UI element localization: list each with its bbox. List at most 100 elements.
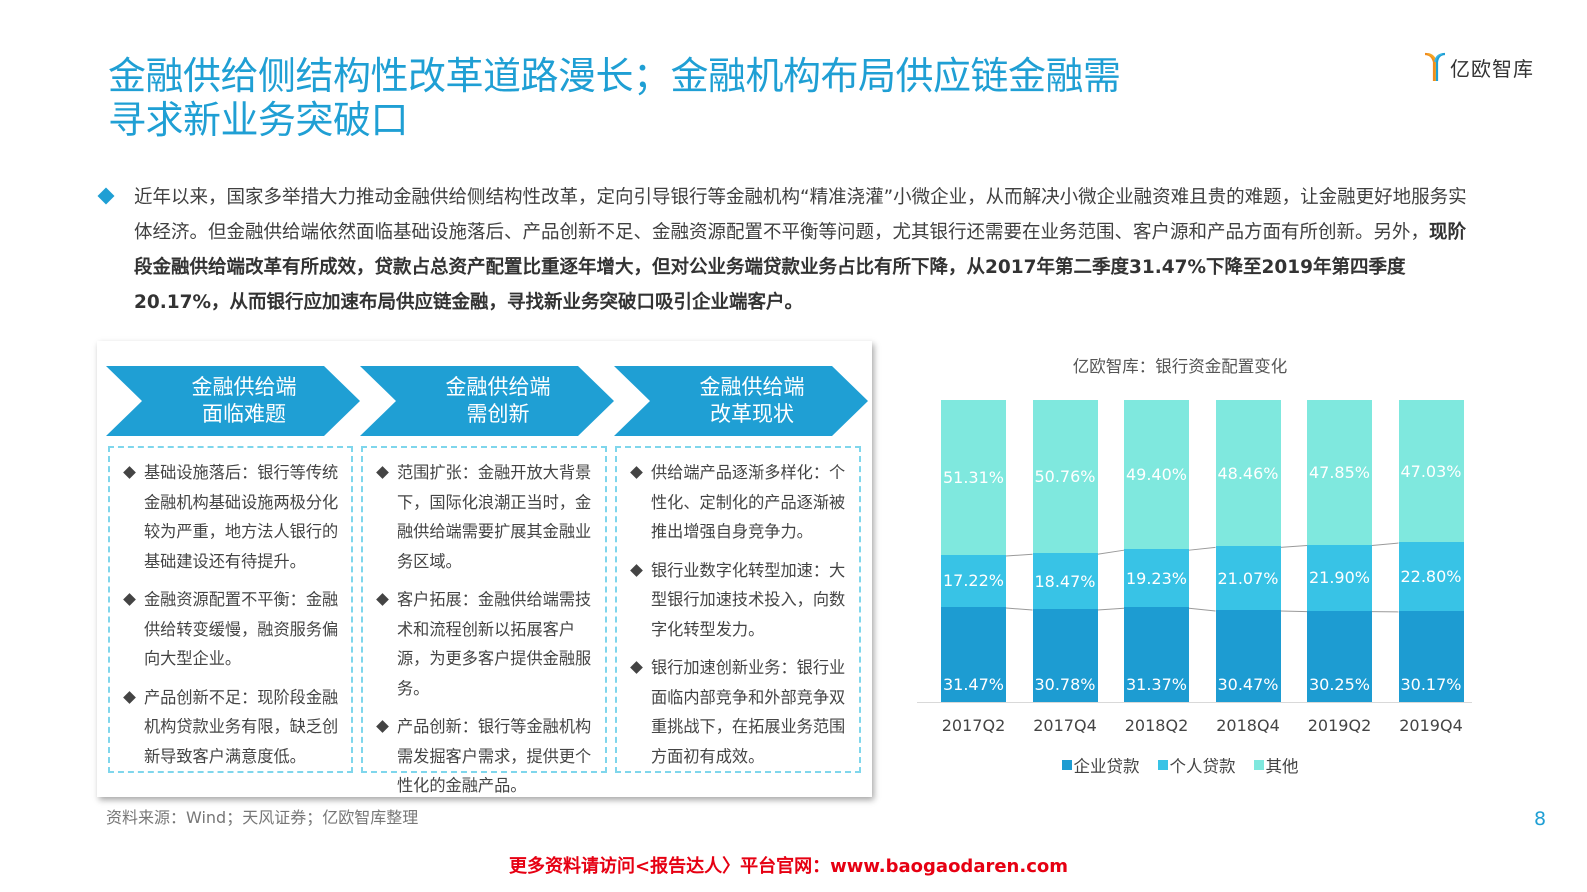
yiou-logo-icon	[1424, 52, 1446, 81]
legend-swatch-icon	[1253, 760, 1264, 770]
diamond-bullet-icon	[630, 466, 643, 479]
chevron-header-3: 金融供给端 改革现状	[614, 366, 868, 436]
column-box-1: 基础设施落后：银行等传统金融机构基础设施两极分化较为严重，地方法人银行的基础建设…	[108, 446, 353, 773]
diamond-bullet-icon	[376, 720, 389, 733]
data-label: 51.31%	[942, 467, 1004, 487]
chart-title: 亿欧智库：银行资金配置变化	[1072, 357, 1288, 376]
segment-personal-loans: 18.47%	[1032, 553, 1098, 610]
intro-text: 近年以来，国家多举措大力推动金融供给侧结构性改革，定向引导银行等金融机构“精准浇…	[134, 180, 1478, 320]
chevron-header-2: 金融供给端 需创新	[360, 366, 614, 436]
segment-corporate-loans: 30.17%	[1398, 610, 1464, 702]
segment-corporate-loans: 31.47%	[941, 606, 1006, 702]
data-label: 30.47%	[1217, 675, 1279, 694]
list-item: 金融资源配置不平衡：金融供给转变缓慢，融资服务偏向大型企业。	[122, 585, 339, 674]
diamond-bullet-icon	[630, 563, 643, 577]
chevron-2-line-2: 需创新	[466, 402, 530, 426]
diamond-bullet-icon	[630, 661, 643, 674]
title-line-2: 寻求新业务突破口	[108, 98, 409, 142]
supply-side-panel: 金融供给端 面临难题 基础设施落后：银行等传统金融机构基础设施两极分化较为严重，…	[97, 341, 872, 797]
segment-personal-loans: 19.23%	[1124, 549, 1189, 608]
chevron-arrow-icon	[614, 366, 868, 436]
bar-2017Q4: 30.78% 18.47% 50.76%	[1032, 400, 1098, 702]
list-item: 产品创新不足：现阶段金融机构贷款业务有限，缺乏创新导致客户满意度低。	[122, 683, 339, 772]
column-box-3: 供给端产品逐渐多样化：个性化、定制化的产品逐渐被推出增强自身竞争力。 银行业数字…	[615, 446, 861, 773]
data-label: 48.46%	[1217, 463, 1279, 483]
segment-personal-loans: 17.22%	[941, 554, 1006, 607]
list-item: 范围扩张：金融开放大背景下，国际化浪潮正当时，金融供给端需要扩展其金融业务区域。	[375, 458, 593, 576]
chevron-arrow-icon	[106, 366, 360, 436]
legend-item-other: 其他	[1253, 753, 1299, 777]
intro-paragraph: 近年以来，国家多举措大力推动金融供给侧结构性改革，定向引导银行等金融机构“精准浇…	[97, 180, 1478, 320]
diamond-bullet-icon	[123, 466, 136, 479]
segment-other: 51.31%	[941, 400, 1006, 555]
intro-text-normal: 近年以来，国家多举措大力推动金融供给侧结构性改革，定向引导银行等金融机构“精准浇…	[134, 187, 1467, 243]
title-line-1: 金融供给侧结构性改革道路漫长；金融机构布局供应链金融需	[108, 54, 1121, 98]
chevron-1-line-2: 面临难题	[202, 402, 286, 426]
data-label: 50.76%	[1034, 467, 1096, 487]
page-title: 金融供给侧结构性改革道路漫长；金融机构布局供应链金融需 寻求新业务突破口	[108, 54, 1208, 142]
segment-personal-loans: 21.90%	[1307, 544, 1372, 611]
segment-corporate-loans: 31.37%	[1124, 607, 1189, 702]
intro-text-bold: 现阶段金融供给端改革有所成效，贷款占总资产配置比重逐年增大，但对公业务端贷款业务…	[134, 222, 1467, 313]
page-number: 8	[1534, 808, 1547, 830]
bar-2018Q2: 31.37% 19.23% 49.40%	[1124, 400, 1189, 702]
source-note: 资料来源：Wind；天风证券；亿欧智库整理	[106, 808, 419, 827]
diamond-bullet-icon	[376, 466, 389, 479]
chart-plot-area: 31.47% 17.22% 51.31% 30.78% 18.47% 50.76% 31.3…	[917, 400, 1472, 703]
legend-swatch-icon	[1157, 760, 1168, 770]
data-label: 30.25%	[1308, 675, 1370, 694]
segment-other: 50.76%	[1032, 400, 1098, 554]
column-box-2: 范围扩张：金融开放大背景下，国际化浪潮正当时，金融供给端需要扩展其金融业务区域。…	[361, 446, 607, 795]
x-axis-label: 2018Q2	[1124, 716, 1189, 735]
x-axis-label: 2017Q2	[941, 716, 1006, 735]
chevron-2-line-1: 金融供给端	[445, 375, 551, 399]
list-item: 产品创新：银行等金融机构需发掘客户需求，提供更个性化的金融产品。	[375, 712, 593, 801]
data-label: 21.90%	[1308, 568, 1370, 588]
data-label: 22.80%	[1400, 566, 1462, 586]
segment-other: 47.85%	[1307, 400, 1372, 545]
x-axis-label: 2017Q4	[1033, 716, 1097, 735]
segment-personal-loans: 22.80%	[1398, 542, 1464, 611]
data-label: 31.47%	[942, 675, 1004, 694]
chevron-1-line-1: 金融供给端	[191, 375, 297, 399]
diamond-bullet-icon	[123, 593, 136, 606]
legend-swatch-icon	[1061, 760, 1072, 770]
bar-2019Q2: 30.25% 21.90% 47.85%	[1307, 400, 1372, 702]
data-label: 31.37%	[1125, 675, 1187, 694]
bar-2019Q4: 30.17% 22.80% 47.03%	[1398, 400, 1464, 702]
brand-logo: 亿欧智库	[1424, 52, 1534, 82]
diamond-bullet-icon	[376, 593, 389, 606]
segment-corporate-loans: 30.47%	[1215, 609, 1281, 702]
segment-corporate-loans: 30.25%	[1307, 610, 1372, 702]
data-label: 47.03%	[1400, 461, 1462, 481]
data-label: 49.40%	[1125, 465, 1187, 485]
data-label: 30.17%	[1400, 675, 1462, 694]
chevron-3-line-2: 改革现状	[710, 402, 794, 426]
data-label: 47.85%	[1308, 462, 1370, 482]
chart-legend: 企业贷款 个人贷款 其他	[900, 753, 1480, 777]
chevron-header-1: 金融供给端 面临难题	[106, 366, 360, 436]
bar-2017Q2: 31.47% 17.22% 51.31%	[941, 400, 1006, 702]
list-item: 银行加速创新业务：银行业面临内部竞争和外部竞争双重挑战下，在拓展业务范围方面初有…	[629, 653, 847, 771]
segment-personal-loans: 21.07%	[1215, 546, 1281, 610]
x-axis-labels: 2017Q2 2017Q4 2018Q2 2018Q4 2019Q2 2019Q4	[917, 716, 1472, 738]
data-label: 19.23%	[1125, 568, 1187, 588]
segment-corporate-loans: 30.78%	[1032, 609, 1098, 702]
list-item: 供给端产品逐渐多样化：个性化、定制化的产品逐渐被推出增强自身竞争力。	[629, 458, 847, 547]
list-item: 基础设施落后：银行等传统金融机构基础设施两极分化较为严重，地方法人银行的基础建设…	[122, 458, 339, 576]
data-label: 21.07%	[1217, 568, 1279, 588]
bank-funds-allocation-chart: 亿欧智库：银行资金配置变化 31.47% 17.22% 51.31% 30.78% 18…	[900, 345, 1480, 785]
logo-text: 亿欧智库	[1450, 56, 1534, 81]
diamond-bullet-icon	[123, 690, 136, 704]
diamond-bullet-icon	[97, 187, 115, 205]
segment-other: 48.46%	[1215, 400, 1281, 547]
series-connector-lines	[1005, 542, 1399, 613]
legend-item-corporate-loans: 企业贷款	[1061, 753, 1140, 777]
x-axis-label: 2018Q4	[1216, 716, 1280, 735]
promo-link[interactable]: 更多资料请访问<报告达人〉平台官网：www.baogaodaren.com	[508, 856, 1068, 877]
data-label: 18.47%	[1034, 571, 1096, 591]
bar-2018Q4: 30.47% 21.07% 48.46%	[1215, 400, 1281, 702]
segment-other: 49.40%	[1124, 400, 1189, 550]
data-label: 17.22%	[942, 571, 1004, 591]
x-axis-label: 2019Q4	[1399, 716, 1463, 735]
